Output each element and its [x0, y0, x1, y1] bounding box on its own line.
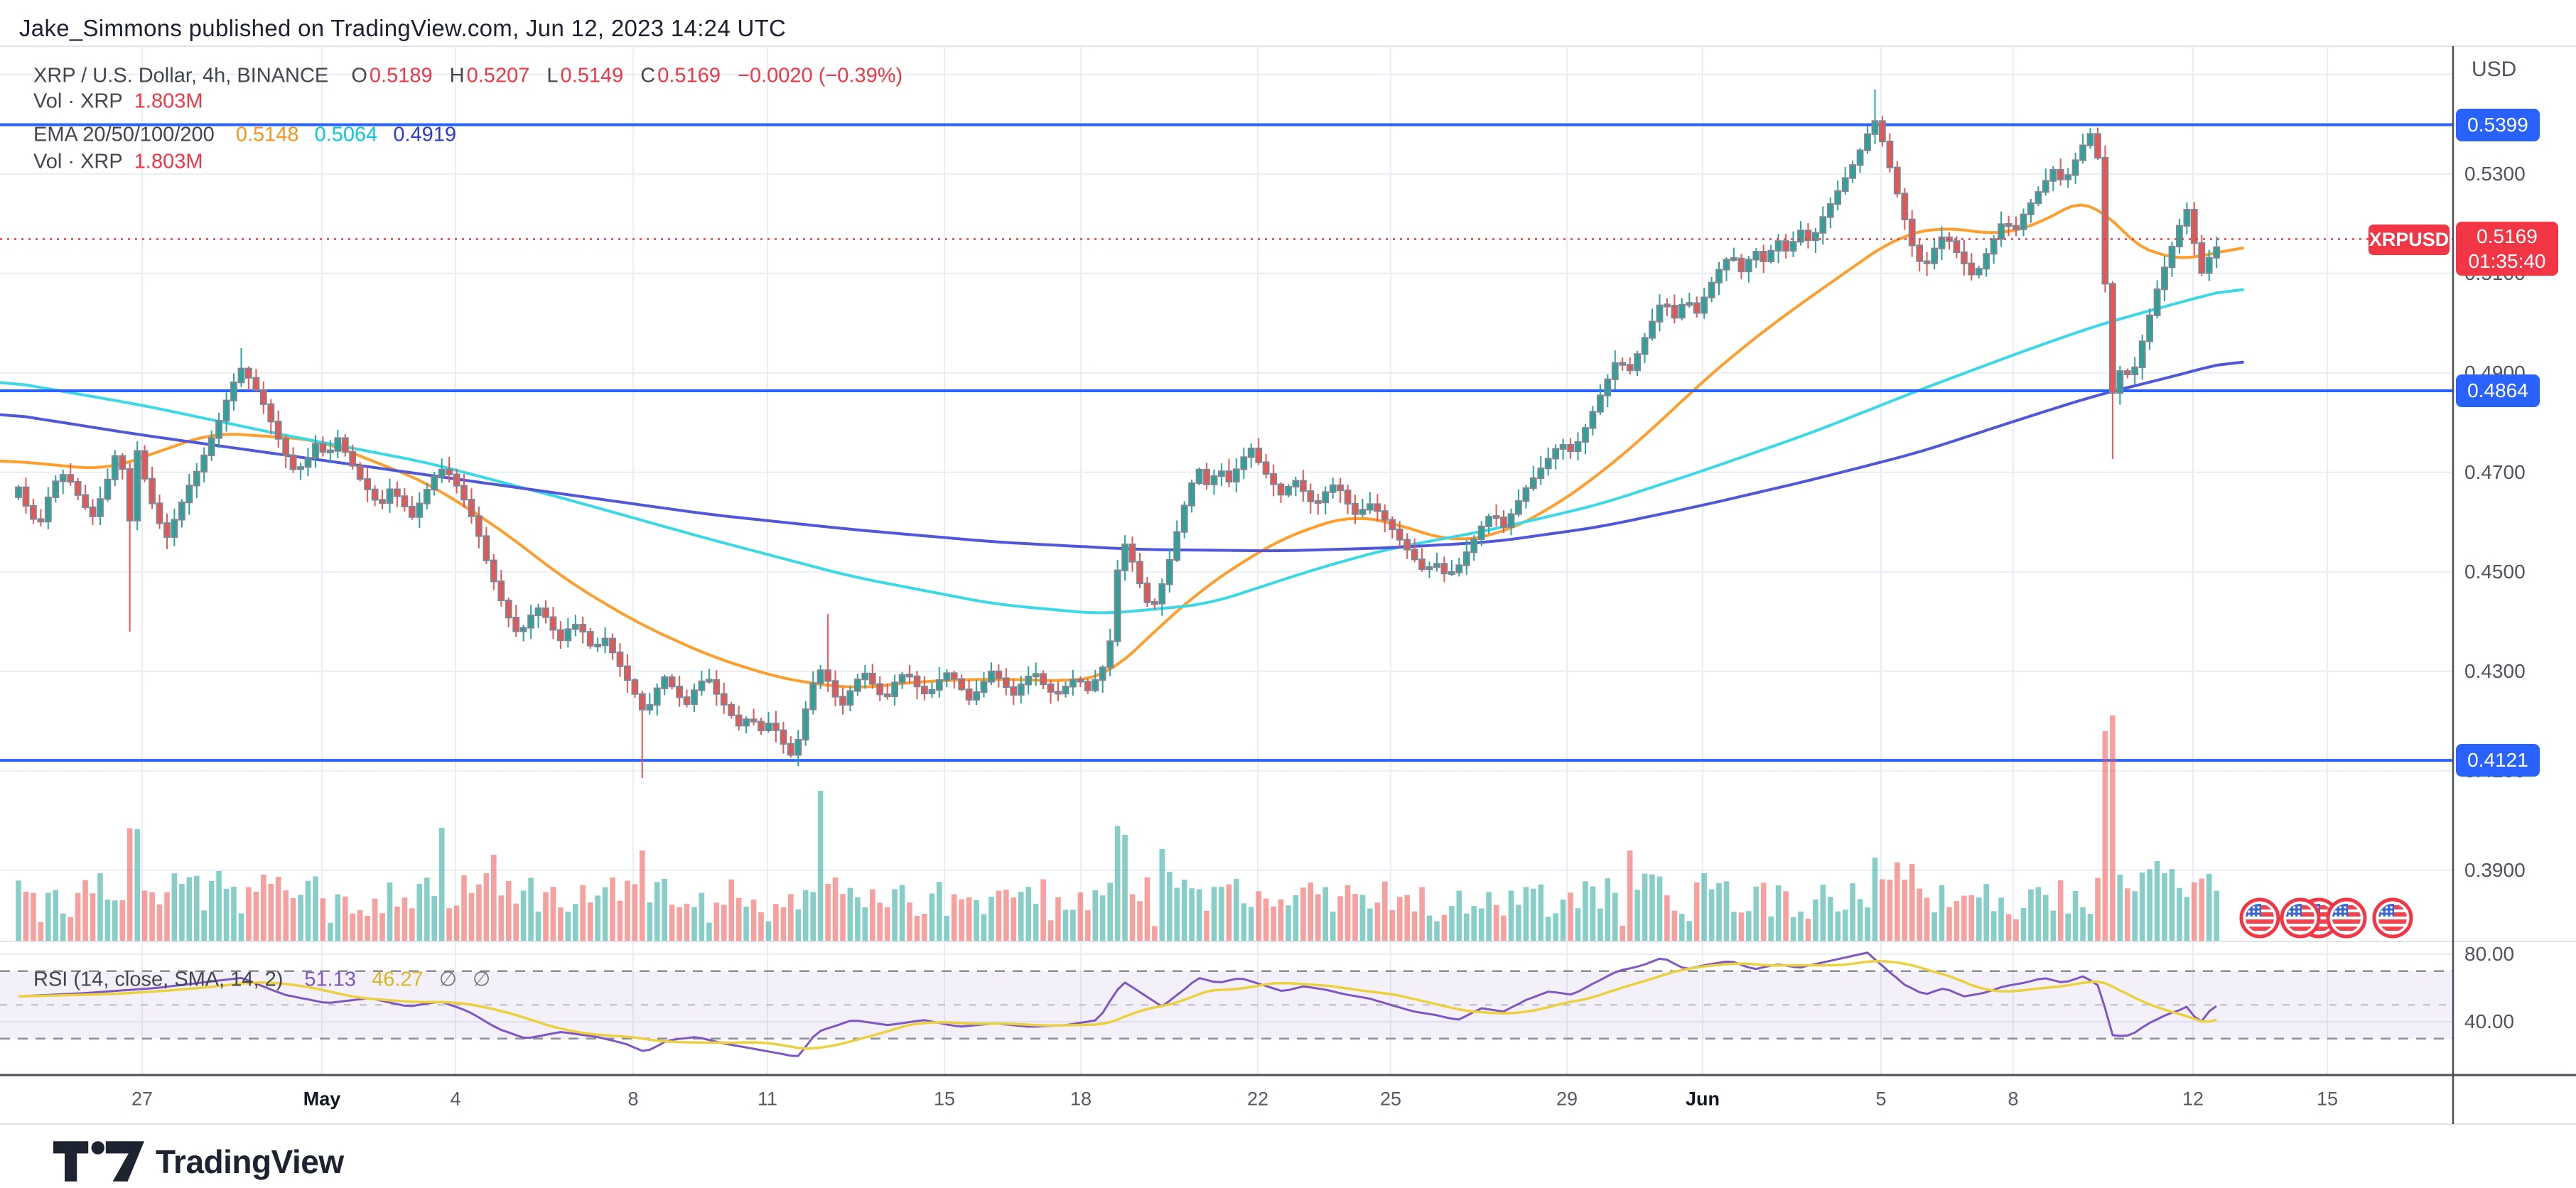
rsi-sma-line — [18, 959, 2217, 1050]
time-axis-tick: 18 — [1069, 1088, 1092, 1110]
ema-label: EMA 20/50/100/200 — [33, 123, 215, 146]
ema-line — [0, 203, 2244, 688]
price-level-badge: 0.4121 — [2456, 744, 2540, 777]
time-axis-tick: Jun — [1685, 1088, 1720, 1110]
ema100-value: 0.5064 — [314, 123, 378, 146]
ema-line — [0, 288, 2244, 615]
rsi-label: RSI (14, close, SMA, 14, 2) — [33, 968, 284, 991]
close-label: C — [640, 64, 656, 87]
price-axis-label: 0.3900 — [2464, 858, 2526, 881]
rsi-empty-icon: ∅ — [438, 968, 457, 991]
event-icons-layer[interactable] — [2239, 897, 2413, 939]
tradingview-logo-text: TradingView — [156, 1143, 344, 1180]
attribution-header: Jake_Simmons published on TradingView.co… — [19, 15, 787, 41]
volume-label: Vol · XRP — [33, 90, 123, 113]
volume-layer — [16, 716, 2219, 941]
ema-lines-layer — [0, 203, 2244, 688]
ema-line — [0, 360, 2244, 553]
tradingview-logo[interactable]: TradingView — [53, 1141, 344, 1182]
rsi-legend[interactable]: RSI (14, close, SMA, 14, 2) 51.13 46.27 … — [33, 967, 490, 992]
rsi-sma-value: 46.27 — [372, 968, 424, 991]
time-axis-tick: 15 — [2316, 1088, 2339, 1110]
us-flag-event-icon[interactable] — [2372, 897, 2413, 939]
price-axis-label: 0.4500 — [2464, 560, 2526, 583]
low-label: L — [546, 64, 559, 87]
us-flag-event-icon[interactable] — [2326, 897, 2367, 939]
price-axis-label: 0.4300 — [2464, 659, 2526, 682]
time-axis-tick: May — [303, 1088, 341, 1110]
time-axis-tick: 12 — [2182, 1088, 2204, 1110]
price-axis-label: 80.00 — [2464, 943, 2515, 965]
time-axis-tick: 5 — [1875, 1088, 1887, 1110]
price-axis-label: 0.5300 — [2464, 162, 2526, 185]
bar-countdown: 01:35:40 — [2468, 250, 2546, 272]
time-axis-tick: 22 — [1246, 1088, 1269, 1110]
ema20-value: 0.5148 — [235, 123, 299, 146]
rsi-line — [18, 951, 2217, 1057]
ema200-value: 0.4919 — [393, 123, 457, 146]
currency-label: USD — [2472, 58, 2517, 81]
close-value: 0.5169 — [657, 64, 721, 87]
time-axis-tick: 4 — [450, 1088, 461, 1110]
time-axis-tick: 27 — [131, 1088, 153, 1110]
rsi-value: 51.13 — [304, 968, 356, 991]
tradingview-logo-icon — [53, 1141, 144, 1182]
time-axis-tick: 25 — [1379, 1088, 1402, 1110]
time-axis-tick: 11 — [757, 1088, 778, 1110]
volume-label-2: Vol · XRP — [33, 150, 123, 173]
time-axis-tick: 29 — [1556, 1088, 1578, 1110]
symbol-legend[interactable]: XRP / U.S. Dollar, 4h, BINANCE O 0.5189 H… — [33, 65, 902, 88]
low-value: 0.5149 — [560, 64, 624, 87]
time-axis-tick: 8 — [2008, 1088, 2019, 1110]
last-price-box: 0.5169 01:35:40 — [2456, 222, 2558, 276]
us-flag-event-icon[interactable] — [2280, 897, 2321, 939]
time-axis-tick: 15 — [933, 1088, 956, 1110]
price-axis-label: 40.00 — [2464, 1010, 2515, 1032]
open-label: O — [351, 64, 367, 87]
open-value: 0.5189 — [369, 64, 433, 87]
rsi-layer — [18, 951, 2217, 1057]
price-axis-label: 0.4700 — [2464, 460, 2526, 483]
change-value: −0.0020 (−0.39%) — [738, 64, 903, 87]
price-level-lines — [0, 123, 2453, 762]
ema-legend[interactable]: EMA 20/50/100/200 0.5148 0.5064 0.4919 — [33, 124, 456, 147]
high-value: 0.5207 — [466, 64, 530, 87]
symbol-title: XRP / U.S. Dollar, 4h, BINANCE — [33, 64, 329, 87]
high-label: H — [449, 64, 465, 87]
symbol-price-tag: XRPUSD — [2368, 225, 2450, 255]
price-level-badge: 0.4864 — [2456, 374, 2540, 407]
candlestick-layer — [15, 89, 2221, 779]
volume-value: 1.803M — [134, 90, 203, 113]
volume-legend-2[interactable]: Vol · XRP 1.803M — [33, 151, 203, 174]
time-axis-tick: 8 — [627, 1088, 639, 1110]
us-flag-event-icon[interactable] — [2239, 897, 2280, 939]
last-price-value: 0.5169 — [2477, 225, 2538, 247]
price-level-badge: 0.5399 — [2456, 108, 2540, 141]
pane-separators — [0, 45, 2576, 1125]
rsi-empty-icon: ∅ — [473, 968, 491, 991]
volume-value-2: 1.803M — [134, 150, 203, 173]
volume-legend-1[interactable]: Vol · XRP 1.803M — [33, 90, 203, 114]
